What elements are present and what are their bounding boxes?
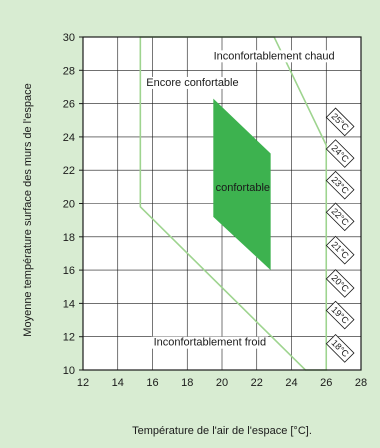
y-tick-label: 22 — [63, 165, 75, 177]
x-tick-label: 28 — [355, 377, 367, 389]
x-tick-label: 26 — [320, 377, 332, 389]
annotation-still-comfortable: Encore confortable — [146, 77, 238, 89]
annotation-uncomfortable-hot: Inconfortablement chaud — [214, 50, 335, 62]
y-tick-label: 16 — [63, 265, 75, 277]
isotherm-label-box — [325, 202, 355, 232]
y-tick-label: 30 — [63, 32, 75, 44]
y-tick-label: 10 — [63, 365, 75, 377]
x-tick-label: 14 — [112, 377, 124, 389]
comfortable-zone — [213, 98, 271, 271]
isotherm-label-box — [325, 300, 355, 330]
isotherm-label-box — [325, 107, 355, 137]
annotation-uncomfortable-cold: Inconfortablement froid — [154, 337, 267, 349]
y-tick-label: 20 — [63, 199, 75, 211]
isotherm-label-box — [325, 235, 355, 265]
region-annotations: Inconfortablement chaud Encore confortabl… — [144, 50, 337, 349]
y-tick-label: 18 — [63, 232, 75, 244]
y-tick-label: 24 — [63, 132, 75, 144]
annotation-background — [151, 336, 269, 349]
annotation-background — [211, 50, 337, 63]
x-tick-label: 22 — [251, 377, 263, 389]
x-tick-label: 12 — [77, 377, 89, 389]
y-tick-label: 14 — [63, 298, 75, 310]
annotation-background — [144, 76, 241, 89]
plot-frame — [82, 36, 362, 371]
y-tick-label: 26 — [63, 99, 75, 111]
annotation-comfortable: confortable — [216, 182, 270, 194]
isotherm-label-box — [325, 269, 355, 298]
x-tick-label: 20 — [216, 377, 228, 389]
isotherm-label-box — [325, 139, 355, 168]
y-tick-label: 12 — [63, 332, 75, 344]
y-axis-label: Moyenne température surface des murs de … — [22, 83, 34, 336]
x-tick-label: 18 — [181, 377, 193, 389]
x-axis-label: Température de l'air de l'espace [°C]. — [132, 425, 312, 437]
isotherm-label-box — [325, 170, 355, 200]
y-tick-label: 28 — [63, 65, 75, 77]
x-tick-label: 24 — [285, 377, 297, 389]
isotherm-label-box — [325, 334, 355, 363]
x-tick-label: 16 — [146, 377, 158, 389]
